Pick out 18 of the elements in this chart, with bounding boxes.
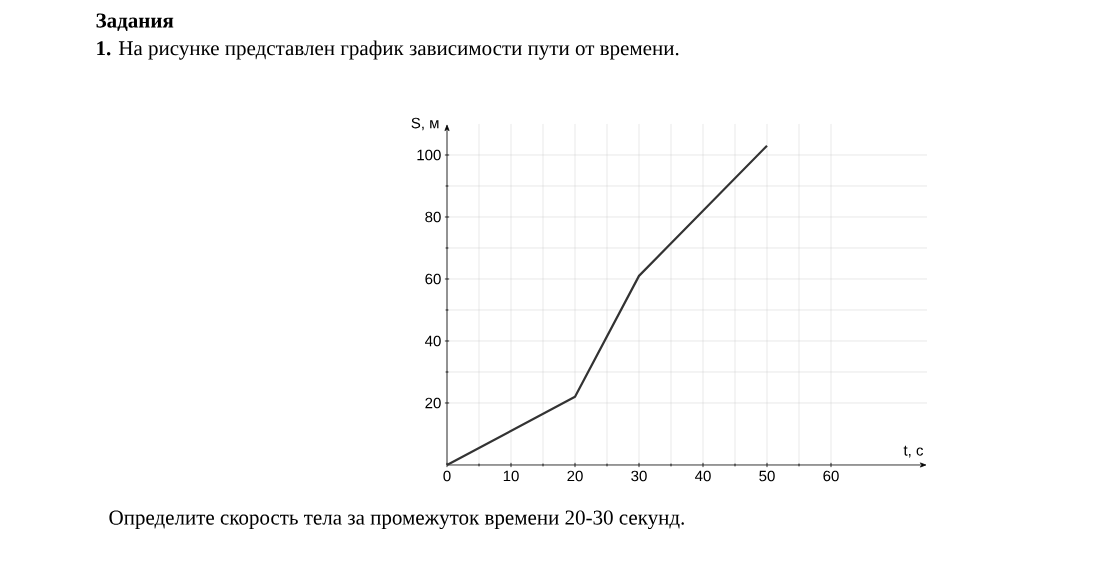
text: Определите скорость тела за промежуток времени 20-30 секунд. (109, 510, 684, 530)
y-tick-label: 60 (425, 273, 441, 285)
y-axis-title: S, м (411, 117, 439, 131)
chart-subtitle: 1. На рисунке представлен график зависимости пути от времени. (97, 40, 679, 60)
x-axis-title: t, c (903, 445, 924, 458)
text: Задания (96, 13, 174, 32)
x-tick-label: 50 (759, 470, 775, 482)
x-tick-label: 10 (503, 470, 519, 482)
x-tick-label: 20 (567, 470, 583, 482)
x-tick-label: 30 (631, 470, 647, 482)
y-tick-label: 20 (425, 397, 441, 409)
y-tick-label: 80 (425, 211, 441, 223)
x-tick-label: 0 (443, 470, 451, 482)
line-series (445, 144, 769, 467)
y-tick-label: 100 (417, 149, 441, 161)
x-tick-label: 40 (695, 470, 711, 482)
y-tick-label: 40 (425, 335, 441, 347)
x-tick-label: 60 (823, 470, 839, 482)
